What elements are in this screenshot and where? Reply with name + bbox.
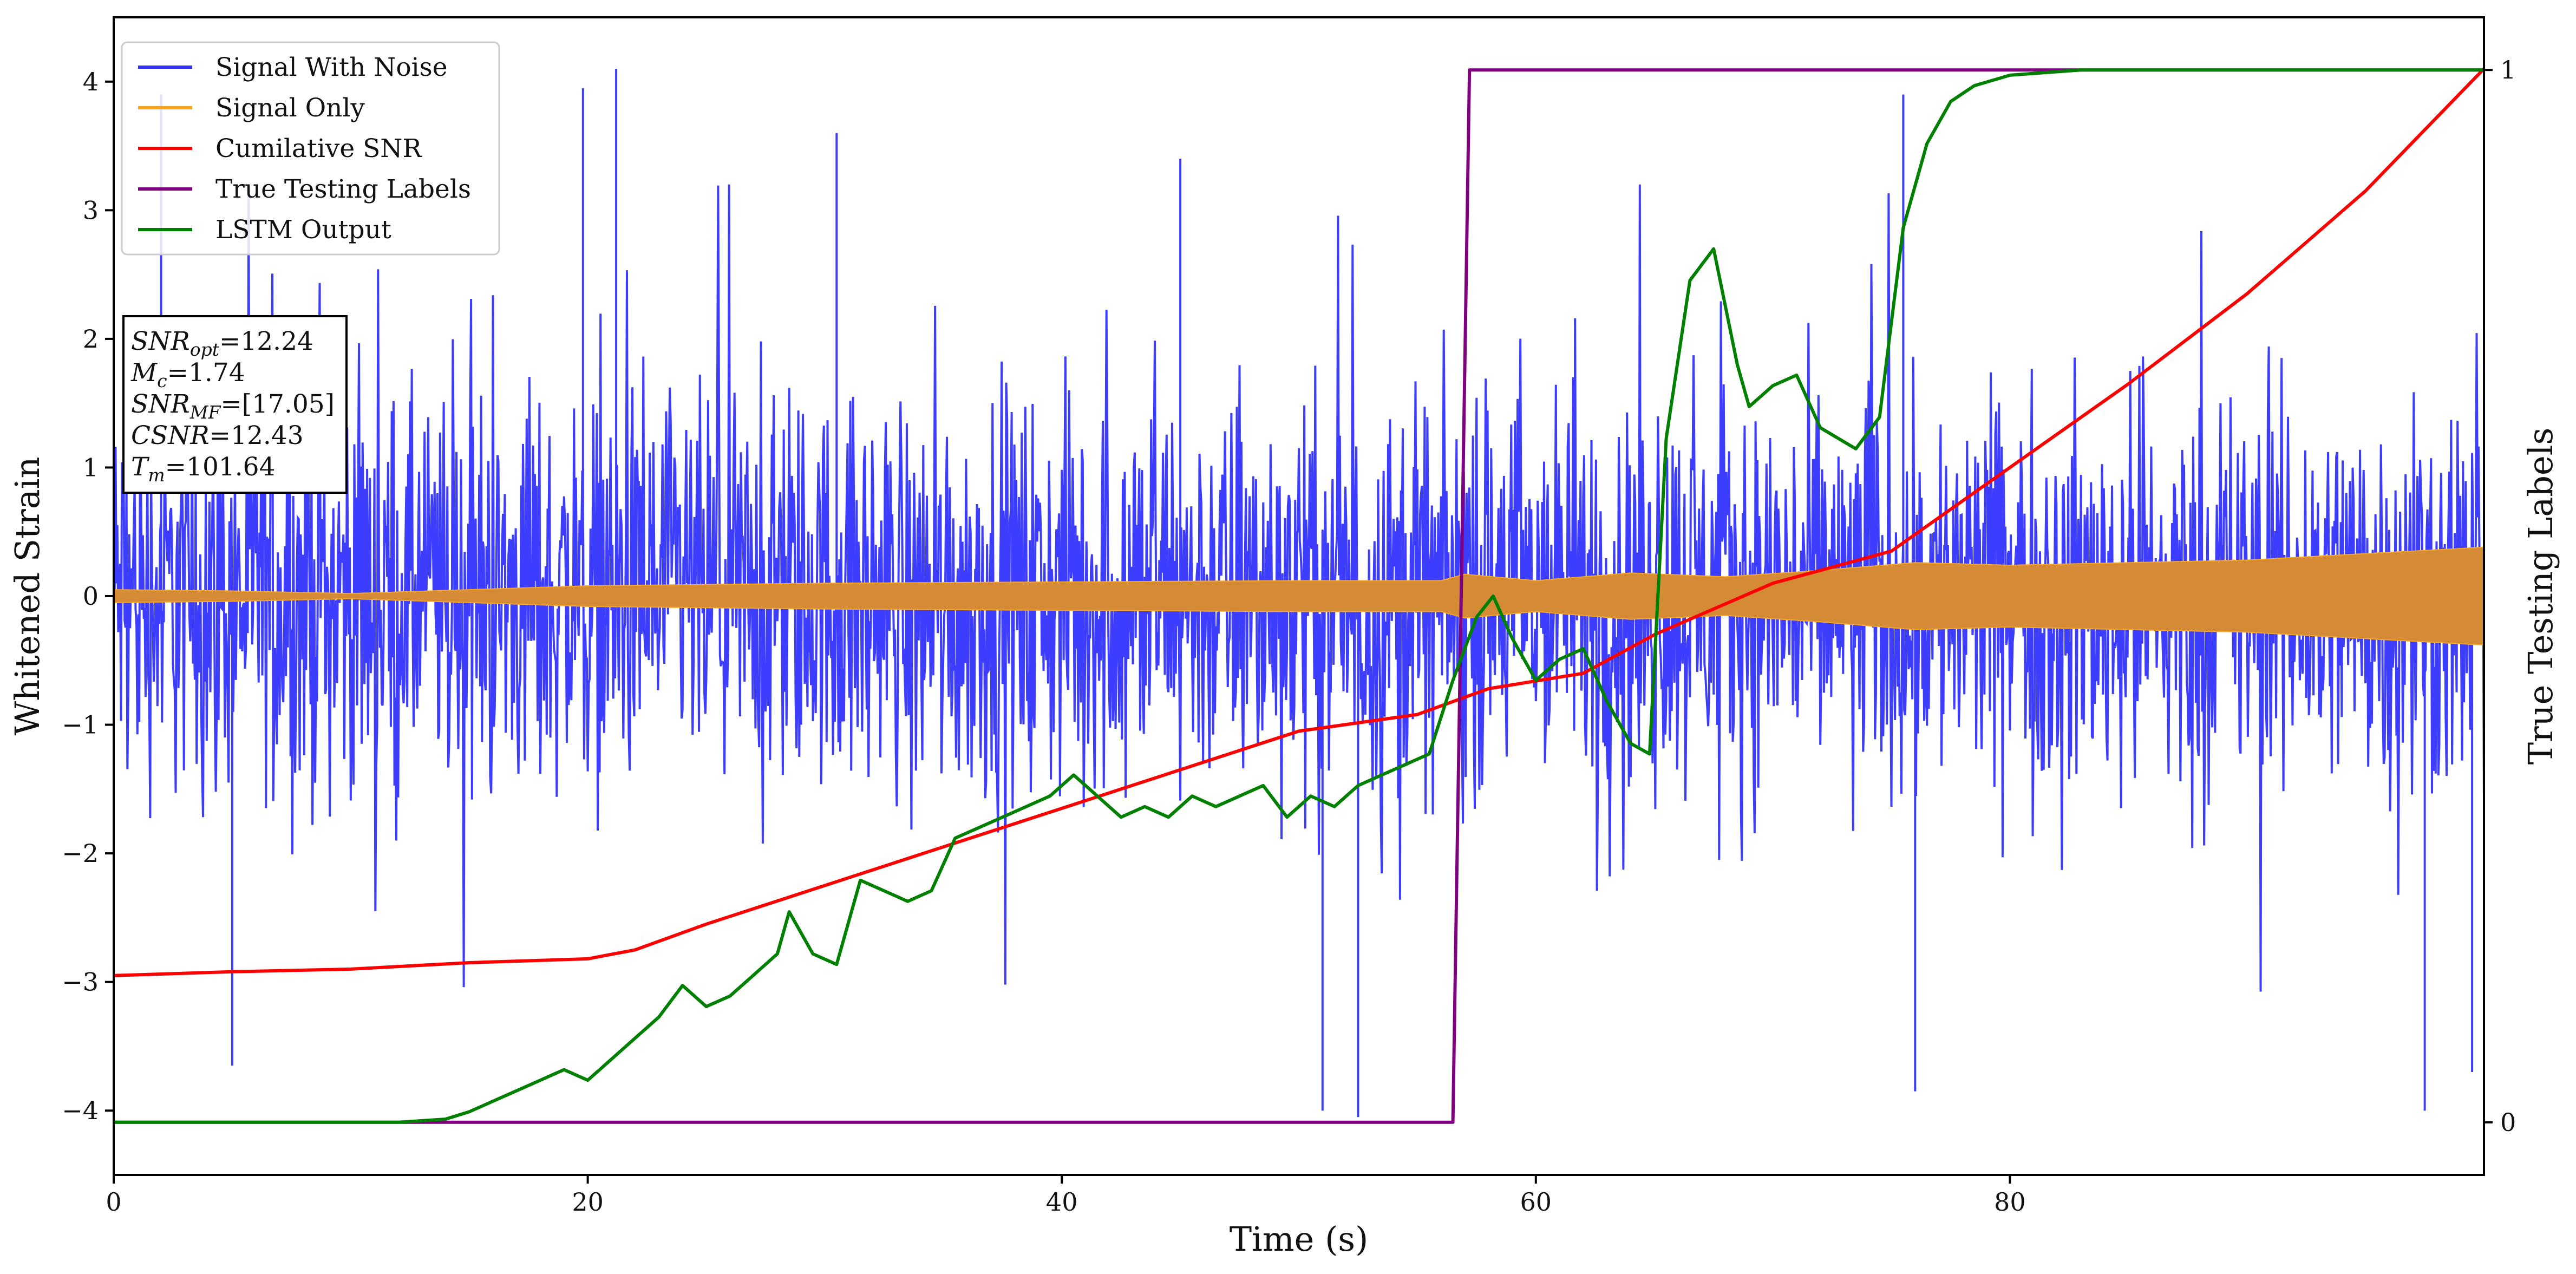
- x-axis-title: Time (s): [1230, 1219, 1369, 1259]
- series-true-testing-labels: [114, 68, 2484, 1124]
- legend-label: LSTM Output: [215, 215, 391, 245]
- series-lstm-output: [114, 68, 2484, 1124]
- annotation-box: SNRopt=12.24Mc=1.74SNRMF=[17.05]CSNR=12.…: [122, 315, 348, 494]
- plot-area: [114, 67, 2484, 1124]
- x-tick-label: 80: [1994, 1187, 2026, 1217]
- annotation-line: CSNR=12.43: [131, 421, 304, 450]
- y-tick-label: −3: [62, 968, 99, 997]
- y-tick-label: 1: [83, 453, 99, 482]
- y-tick-label: 3: [83, 195, 99, 225]
- y-tick-label: −2: [62, 839, 99, 868]
- x-tick-label: 0: [106, 1187, 121, 1217]
- x-tick-label: 40: [1046, 1187, 1078, 1217]
- legend-label: Signal With Noise: [215, 53, 448, 82]
- y-tick-label: −4: [62, 1096, 99, 1125]
- series-cumulative-snr: [114, 67, 2484, 977]
- annotation-line: SNRMF=[17.05]: [131, 389, 335, 423]
- legend-label: True Testing Labels: [215, 174, 471, 204]
- y-tick-label: 0: [83, 582, 99, 611]
- y-axis-title: Whitened Strain: [8, 457, 47, 736]
- y2-axis-title: True Testing Labels: [2521, 428, 2560, 765]
- x-tick-label: 60: [1520, 1187, 1552, 1217]
- y-tick-label: −1: [62, 710, 99, 740]
- legend-label: Cumilative SNR: [215, 134, 422, 164]
- y2-tick-label: 1: [2500, 55, 2516, 84]
- annotation-line: Mc=1.74: [130, 358, 245, 391]
- x-tick-label: 20: [572, 1187, 604, 1217]
- y-tick-label: 4: [83, 67, 99, 96]
- y2-tick-label: 0: [2500, 1108, 2516, 1137]
- legend-label: Signal Only: [215, 93, 365, 123]
- y-tick-label: 2: [83, 324, 99, 354]
- annotation-line: Tm=101.64: [131, 452, 276, 486]
- annotation-line: SNRopt=12.24: [131, 326, 313, 360]
- series-signal-only: [114, 546, 2484, 646]
- legend: Signal With Noise Signal Only Cumilative S…: [121, 41, 500, 256]
